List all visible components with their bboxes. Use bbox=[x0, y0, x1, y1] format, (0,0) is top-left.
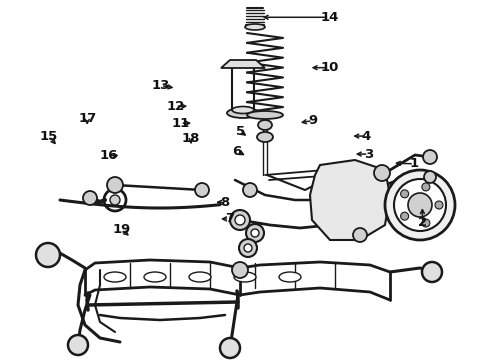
Ellipse shape bbox=[257, 132, 273, 142]
Text: 13: 13 bbox=[151, 79, 170, 92]
Circle shape bbox=[36, 243, 60, 267]
Text: 4: 4 bbox=[362, 130, 371, 143]
Ellipse shape bbox=[245, 24, 265, 30]
Ellipse shape bbox=[227, 108, 259, 118]
Circle shape bbox=[385, 170, 455, 240]
Text: 1: 1 bbox=[410, 157, 418, 170]
Text: 16: 16 bbox=[99, 149, 118, 162]
Ellipse shape bbox=[189, 272, 211, 282]
Circle shape bbox=[422, 219, 430, 227]
Text: 10: 10 bbox=[320, 61, 339, 74]
Circle shape bbox=[235, 215, 245, 225]
Circle shape bbox=[83, 191, 97, 205]
Circle shape bbox=[374, 165, 390, 181]
Circle shape bbox=[422, 183, 430, 191]
Text: 19: 19 bbox=[112, 223, 131, 236]
Text: 8: 8 bbox=[220, 196, 229, 209]
Text: 15: 15 bbox=[40, 130, 58, 143]
Circle shape bbox=[422, 262, 442, 282]
Polygon shape bbox=[221, 60, 265, 68]
Ellipse shape bbox=[258, 120, 272, 130]
Text: 7: 7 bbox=[225, 212, 234, 225]
Ellipse shape bbox=[234, 272, 256, 282]
Text: 6: 6 bbox=[233, 145, 242, 158]
Ellipse shape bbox=[104, 272, 126, 282]
Circle shape bbox=[251, 229, 259, 237]
Text: 18: 18 bbox=[182, 132, 200, 145]
Ellipse shape bbox=[232, 107, 254, 113]
Circle shape bbox=[423, 150, 437, 164]
Text: 2: 2 bbox=[418, 216, 427, 229]
Text: 11: 11 bbox=[171, 117, 190, 130]
Circle shape bbox=[220, 338, 240, 358]
Ellipse shape bbox=[247, 111, 283, 119]
Circle shape bbox=[246, 224, 264, 242]
Circle shape bbox=[394, 179, 446, 231]
Circle shape bbox=[353, 228, 367, 242]
Circle shape bbox=[401, 212, 409, 220]
Circle shape bbox=[110, 195, 120, 205]
Text: 14: 14 bbox=[320, 11, 339, 24]
Circle shape bbox=[107, 177, 123, 193]
Text: 12: 12 bbox=[166, 100, 185, 113]
Text: 5: 5 bbox=[236, 125, 245, 138]
Circle shape bbox=[230, 210, 250, 230]
Circle shape bbox=[243, 183, 257, 197]
Circle shape bbox=[408, 193, 432, 217]
Circle shape bbox=[232, 262, 248, 278]
Circle shape bbox=[68, 335, 88, 355]
Circle shape bbox=[244, 244, 252, 252]
Text: 9: 9 bbox=[308, 114, 317, 127]
Circle shape bbox=[435, 201, 443, 209]
Polygon shape bbox=[310, 160, 390, 240]
Text: 3: 3 bbox=[364, 148, 373, 161]
Circle shape bbox=[195, 183, 209, 197]
Circle shape bbox=[424, 171, 436, 183]
Ellipse shape bbox=[279, 272, 301, 282]
Ellipse shape bbox=[144, 272, 166, 282]
Circle shape bbox=[401, 190, 409, 198]
Text: 17: 17 bbox=[78, 112, 97, 125]
Circle shape bbox=[239, 239, 257, 257]
